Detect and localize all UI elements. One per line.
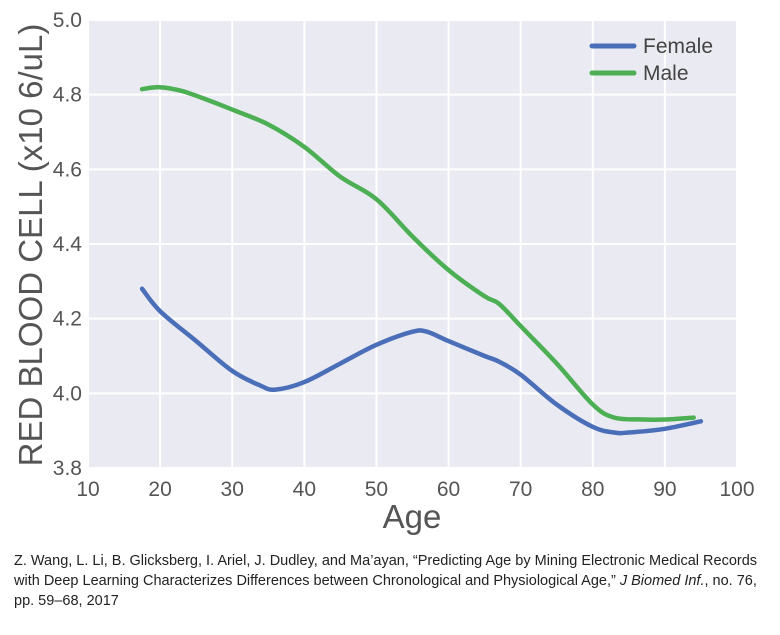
legend-label-male: Male [643,62,689,85]
x-tick-label: 80 [581,478,604,501]
x-tick-label: 50 [365,478,388,501]
citation: Z. Wang, L. Li, B. Glicksberg, I. Ariel,… [14,551,764,611]
legend-label-female: Female [643,35,713,58]
y-tick-label: 4.6 [53,158,82,181]
y-axis-title: RED BLOOD CELL (x10 6/uL) [12,24,49,467]
y-tick-label: 4.4 [53,233,83,256]
x-tick-label: 20 [148,478,171,501]
y-tick-labels: 3.8 4.0 4.2 4.4 4.6 4.8 5.0 [53,9,83,480]
x-tick-label: 30 [221,478,244,501]
citation-details: , no. 76, pp. 59–68, 2017 [14,573,757,609]
x-tick-label: 100 [719,478,754,501]
x-tick-label: 90 [653,478,676,501]
x-tick-label: 70 [509,478,532,501]
y-tick-label: 5.0 [53,9,82,32]
series-line-female [139,286,704,436]
y-tick-label: 4.0 [53,382,82,405]
line-chart: 3.8 4.0 4.2 4.4 4.6 4.8 5.0 10 20 30 40 50 60 70 80 90… [12,9,755,535]
x-tick-label: 40 [293,478,316,501]
x-tick-labels: 10 20 30 40 50 60 70 80 90 100 [76,478,754,501]
x-axis-title: Age [383,498,442,535]
data-lines [139,84,704,436]
y-tick-label: 4.2 [53,308,82,331]
y-tick-label: 3.8 [53,457,82,480]
x-tick-label: 60 [437,478,460,501]
citation-text: Z. Wang, L. Li, B. Glicksberg, I. Ariel,… [14,553,758,589]
journal-name: J Biomed Inf. [619,573,705,589]
x-tick-label: 10 [76,478,99,501]
legend: Female Male [589,35,713,85]
y-tick-label: 4.8 [53,84,82,107]
series-line-male [139,84,696,422]
